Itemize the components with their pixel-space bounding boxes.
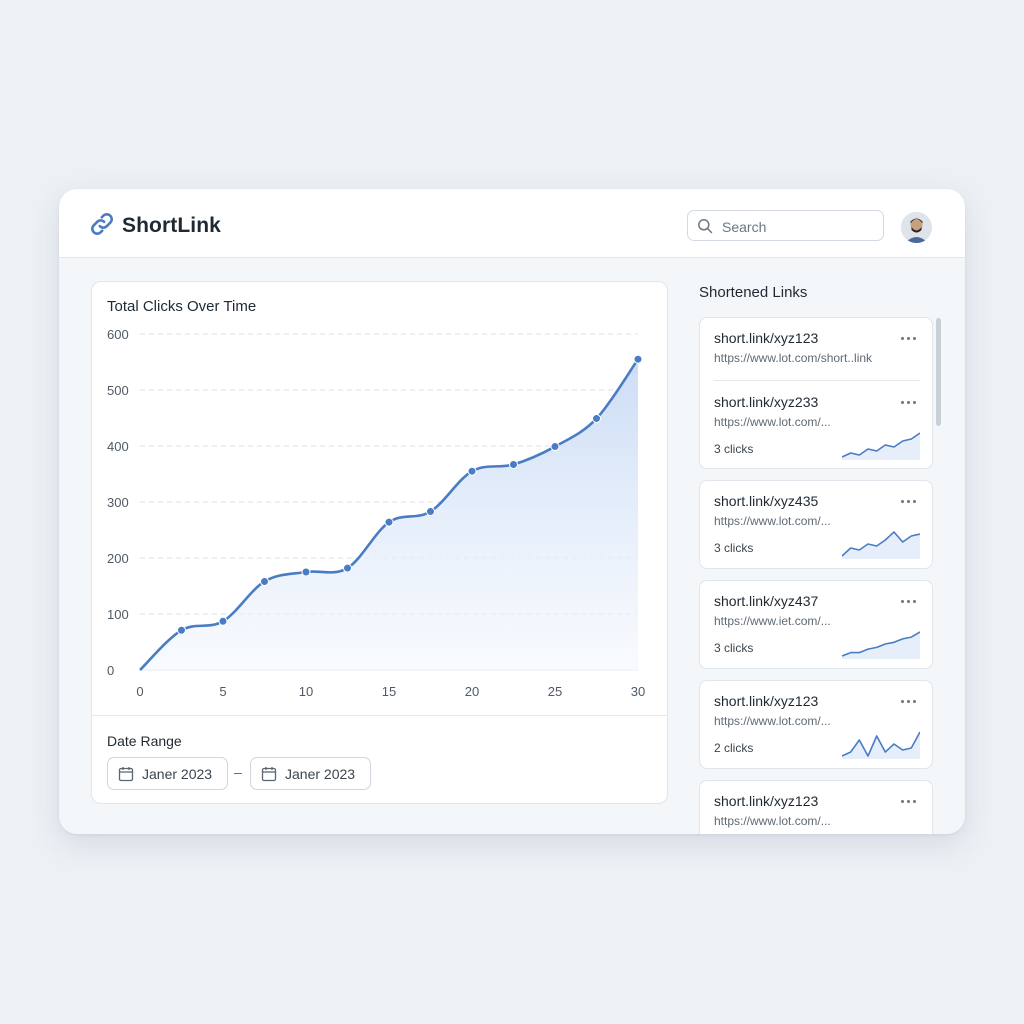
link-card[interactable]: short.link/xyz437 https://www.iet.com/..… [699, 580, 933, 669]
original-url: https://www.lot.com/... [714, 714, 831, 728]
links-panel-title: Shortened Links [699, 284, 808, 301]
sparkline-area [842, 532, 920, 559]
data-point[interactable] [509, 459, 518, 469]
links-scrollbar[interactable] [936, 318, 941, 426]
sparkline-chart [842, 731, 920, 759]
x-tick-label: 5 [219, 684, 226, 699]
short-link[interactable]: short.link/xyz123 [714, 793, 819, 809]
search-icon [698, 219, 713, 234]
chart-divider [92, 715, 667, 716]
app-title: ShortLink [122, 214, 221, 237]
search-input[interactable] [720, 215, 879, 239]
x-tick-label: 15 [382, 684, 396, 699]
sparkline-line [842, 631, 920, 657]
date-to-value: Janer 2023 [285, 766, 356, 782]
data-point[interactable] [384, 517, 394, 527]
data-point[interactable] [467, 466, 477, 476]
search-box[interactable] [687, 210, 884, 241]
top-bar: ShortLink [59, 189, 965, 258]
original-url: https://www.iet.com/... [714, 614, 831, 628]
more-options-icon[interactable] [900, 697, 918, 707]
item-divider [714, 380, 920, 381]
clicks-line-chart: 0 100 200 300 400 500 600 0 5 10 15 20 25 30 [107, 327, 645, 699]
click-count: 3 clicks [714, 641, 754, 655]
calendar-icon [261, 767, 277, 782]
date-range-label: Date Range [107, 733, 182, 749]
click-count: 3 clicks [714, 541, 754, 555]
original-url: https://www.lot.com/short..link [714, 351, 873, 365]
user-avatar-icon [901, 212, 932, 243]
date-separator: – [234, 764, 242, 780]
y-tick-label: 400 [107, 439, 129, 454]
clicks-chart-card: Total Clicks Over Time 0 100 200 300 400 500 6… [91, 281, 668, 804]
short-link[interactable]: short.link/xyz437 [714, 593, 819, 609]
chart-title: Total Clicks Over Time [107, 298, 257, 315]
x-tick-label: 20 [465, 684, 479, 699]
sparkline-line [842, 531, 920, 557]
more-options-icon[interactable] [900, 334, 918, 344]
sparkline-chart [842, 631, 920, 659]
more-options-icon[interactable] [900, 398, 918, 408]
y-tick-label: 600 [107, 327, 129, 342]
data-point[interactable] [550, 442, 560, 452]
avatar[interactable] [901, 212, 932, 243]
data-point[interactable] [633, 354, 643, 364]
original-url: https://www.lot.com/... [714, 514, 831, 528]
short-link[interactable]: short.link/xyz123 [714, 330, 819, 346]
date-to-button[interactable]: Janer 2023 [250, 757, 371, 790]
short-link[interactable]: short.link/xyz123 [714, 693, 819, 709]
data-point[interactable] [260, 577, 269, 587]
y-tick-label: 300 [107, 495, 129, 510]
x-tick-label: 0 [136, 684, 143, 699]
date-from-value: Janer 2023 [142, 766, 213, 782]
links-list: short.link/xyz123 https://www.lot.com/sh… [699, 317, 933, 834]
link-card[interactable]: short.link/xyz435 https://www.lot.com/..… [699, 480, 933, 569]
sparkline-area [842, 433, 920, 460]
x-tick-label: 25 [548, 684, 562, 699]
original-url: https://www.lot.com/... [714, 814, 831, 828]
more-options-icon[interactable] [900, 597, 918, 607]
short-link[interactable]: short.link/xyz233 [714, 394, 819, 410]
x-tick-label: 30 [631, 684, 645, 699]
data-point[interactable] [592, 414, 601, 424]
data-point[interactable] [218, 616, 228, 626]
short-link[interactable]: short.link/xyz435 [714, 493, 819, 509]
sparkline-line [842, 731, 920, 757]
original-url: https://www.lot.com/... [714, 415, 831, 429]
click-count: 2 clicks [714, 741, 754, 755]
sparkline-chart [842, 531, 920, 559]
link-card[interactable]: short.link/xyz123 https://www.lot.com/sh… [699, 317, 933, 469]
y-tick-label: 0 [107, 663, 114, 678]
link-icon [91, 213, 113, 235]
app-window: ShortLink Total Clicks Over Time [59, 189, 965, 834]
y-tick-label: 500 [107, 383, 129, 398]
data-point[interactable] [426, 507, 435, 517]
link-card[interactable]: short.link/xyz123 https://www.lot.com/..… [699, 680, 933, 769]
series-area [140, 359, 638, 670]
click-count: 3 clicks [714, 442, 754, 456]
more-options-icon[interactable] [900, 497, 918, 507]
x-tick-label: 10 [299, 684, 313, 699]
date-from-button[interactable]: Janer 2023 [107, 757, 228, 790]
data-point[interactable] [301, 567, 311, 577]
y-tick-label: 200 [107, 551, 129, 566]
more-options-icon[interactable] [900, 797, 918, 807]
sparkline-line [842, 432, 920, 458]
y-tick-label: 100 [107, 607, 129, 622]
link-card[interactable]: short.link/xyz123 https://www.lot.com/..… [699, 780, 933, 834]
sparkline-chart [842, 432, 920, 460]
data-point[interactable] [343, 563, 352, 573]
calendar-icon [118, 767, 134, 782]
data-point[interactable] [177, 625, 186, 635]
